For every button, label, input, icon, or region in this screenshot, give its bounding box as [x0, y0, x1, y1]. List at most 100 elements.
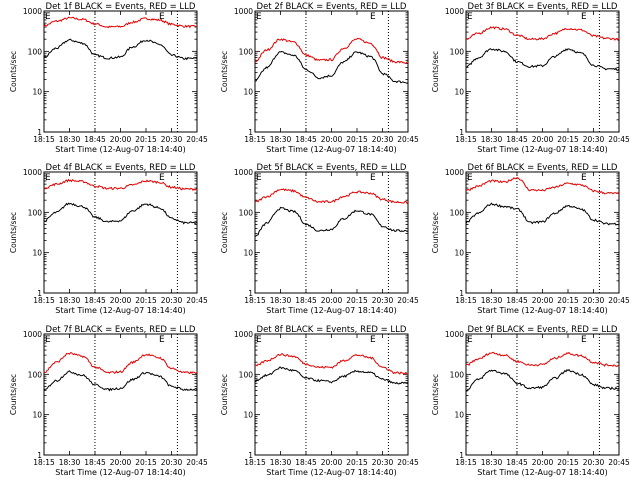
x-tick-label: 18:45 [295, 458, 317, 467]
x-tick-label: 20:30 [583, 458, 605, 467]
events-series-line [255, 50, 409, 84]
event-marker-label: E [581, 335, 587, 345]
x-tick-label: 18:30 [481, 135, 503, 144]
y-axis-label: Counts/sec [9, 51, 18, 92]
x-tick-label: 20:00 [321, 458, 343, 467]
event-marker-label: E [159, 173, 165, 183]
x-tick-label: 18:15 [244, 135, 266, 144]
y-axis-label: Counts/sec [431, 51, 440, 92]
lld-series-line [43, 16, 198, 29]
events-series-line [43, 370, 198, 392]
x-axis-label: Start Time (12-Aug-07 18:14:40) [266, 145, 397, 154]
x-axis-label: Start Time (12-Aug-07 18:14:40) [477, 306, 608, 315]
event-marker-label: E [256, 173, 262, 183]
x-tick-label: 20:15 [557, 458, 579, 467]
event-marker-label: E [467, 335, 473, 345]
x-tick-label: 20:30 [161, 458, 183, 467]
y-tick-label: 1000 [445, 168, 464, 177]
lld-series-line [465, 26, 620, 42]
x-axis-label: Start Time (12-Aug-07 18:14:40) [55, 306, 186, 315]
y-tick-label: 1000 [23, 330, 42, 339]
x-tick-label: 18:15 [33, 135, 55, 144]
x-tick-label: 18:30 [270, 296, 292, 305]
panel-title: Det 9f BLACK = Events, RED = LLD [468, 325, 618, 335]
x-tick-label: 20:00 [110, 296, 132, 305]
x-tick-label: 20:00 [110, 135, 132, 144]
panel-title: Det 4f BLACK = Events, RED = LLD [46, 163, 196, 173]
lld-series-line [254, 353, 409, 375]
y-tick-label: 10 [32, 88, 42, 97]
x-axis-label: Start Time (12-Aug-07 18:14:40) [477, 145, 608, 154]
panel-title: Det 7f BLACK = Events, RED = LLD [46, 325, 196, 335]
y-axis-label: Counts/sec [220, 374, 229, 415]
x-tick-label: 20:30 [372, 458, 394, 467]
x-axis-label: Start Time (12-Aug-07 18:14:40) [477, 468, 608, 477]
plot-frame [465, 333, 620, 456]
x-tick-label: 18:45 [506, 135, 528, 144]
x-tick-label: 18:45 [506, 458, 528, 467]
y-tick-label: 10 [243, 249, 253, 258]
x-tick-label: 20:30 [161, 296, 183, 305]
x-tick-label: 20:00 [532, 296, 554, 305]
x-tick-label: 20:45 [186, 135, 208, 144]
x-tick-label: 18:30 [59, 135, 81, 144]
x-axis-label: Start Time (12-Aug-07 18:14:40) [266, 468, 397, 477]
y-tick-label: 10 [454, 411, 464, 420]
y-tick-label: 100 [450, 208, 465, 217]
lld-series-line [43, 178, 198, 192]
events-series-line [254, 366, 409, 385]
y-tick-label: 10 [243, 411, 253, 420]
event-marker-label: E [45, 335, 51, 345]
x-tick-label: 20:00 [321, 296, 343, 305]
lld-series-line [254, 37, 408, 64]
plot-frame [43, 10, 198, 133]
x-tick-label: 20:45 [397, 296, 419, 305]
plot-frame [43, 333, 198, 456]
lld-series-line [43, 352, 198, 375]
plot-frame [254, 333, 409, 456]
y-tick-label: 1 [248, 128, 253, 137]
events-series-line [43, 38, 198, 61]
y-axis-label: Counts/sec [431, 212, 440, 253]
event-marker-label: E [159, 335, 165, 345]
x-tick-label: 20:15 [346, 458, 368, 467]
x-tick-label: 20:45 [186, 458, 208, 467]
x-tick-label: 18:15 [455, 458, 477, 467]
y-tick-label: 100 [28, 47, 43, 56]
y-tick-label: 100 [239, 370, 254, 379]
x-tick-label: 18:30 [481, 458, 503, 467]
y-axis-label: Counts/sec [9, 212, 18, 253]
panel-title: Det 5f BLACK = Events, RED = LLD [257, 163, 407, 173]
panel-title: Det 8f BLACK = Events, RED = LLD [257, 325, 407, 335]
plot-frame [43, 171, 198, 294]
lld-series-line [465, 351, 620, 368]
x-tick-label: 20:00 [110, 458, 132, 467]
x-tick-label: 18:30 [481, 296, 503, 305]
x-tick-label: 20:30 [161, 135, 183, 144]
x-tick-label: 20:15 [135, 458, 157, 467]
y-tick-label: 100 [239, 47, 254, 56]
panel-title: Det 6f BLACK = Events, RED = LLD [468, 163, 618, 173]
event-marker-label: E [256, 335, 262, 345]
event-marker-label: E [467, 12, 473, 22]
x-tick-label: 20:15 [135, 135, 157, 144]
x-tick-label: 18:30 [59, 296, 81, 305]
x-tick-label: 18:45 [506, 296, 528, 305]
x-tick-label: 18:45 [84, 458, 106, 467]
event-marker-label: E [581, 12, 587, 22]
y-tick-label: 1 [37, 128, 42, 137]
x-tick-label: 18:45 [295, 135, 317, 144]
y-tick-label: 1 [459, 451, 464, 460]
x-tick-label: 20:00 [321, 135, 343, 144]
event-marker-label: E [45, 12, 51, 22]
x-tick-label: 20:15 [346, 296, 368, 305]
x-tick-label: 20:45 [608, 296, 630, 305]
y-tick-label: 1 [248, 451, 253, 460]
x-tick-label: 18:30 [270, 135, 292, 144]
x-tick-label: 18:15 [33, 458, 55, 467]
x-tick-label: 20:30 [583, 296, 605, 305]
